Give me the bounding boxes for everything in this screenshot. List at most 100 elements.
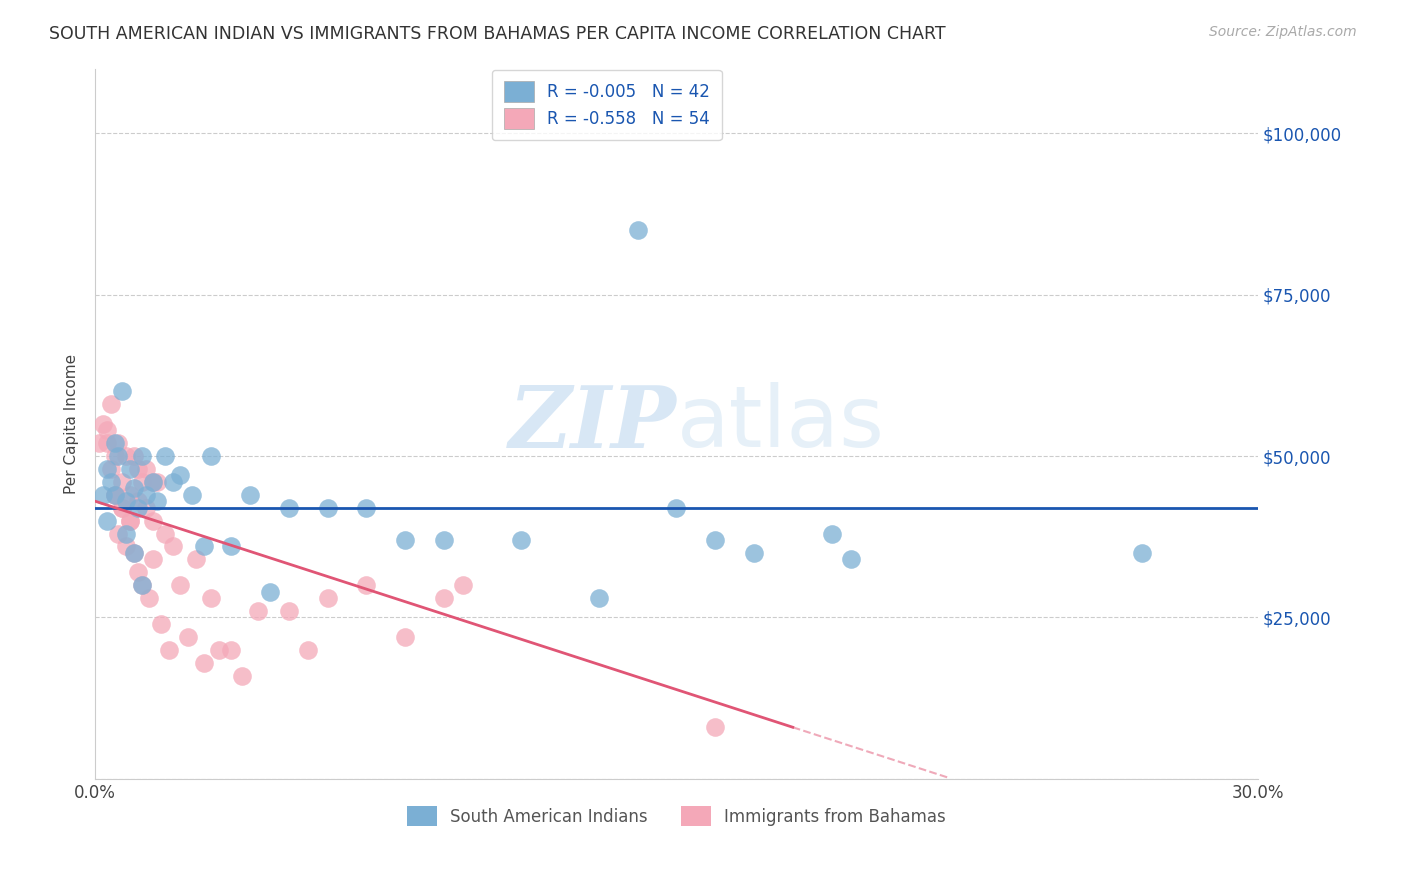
Point [208,642,231,657]
Point [453,578,475,592]
Point [111,475,134,489]
Point [820,526,842,541]
Point [356,500,378,515]
Point [91,417,114,431]
Point [142,514,165,528]
Point [510,533,533,547]
Point [127,494,149,508]
Point [127,500,149,515]
Point [394,533,416,547]
Point [91,488,114,502]
Point [316,500,339,515]
Point [184,552,207,566]
Point [115,526,138,541]
Point [127,566,149,580]
Text: ZIP: ZIP [509,382,676,466]
Point [107,526,129,541]
Point [278,604,301,618]
Point [122,546,145,560]
Point [704,720,727,734]
Point [135,462,157,476]
Point [433,591,456,606]
Point [131,578,153,592]
Point [316,591,339,606]
Point [150,616,173,631]
Point [115,540,138,554]
Point [162,475,184,489]
Point [153,449,176,463]
Point [169,578,191,592]
Point [219,642,242,657]
Point [742,546,765,560]
Point [107,436,129,450]
Point [259,584,281,599]
Point [120,514,142,528]
Point [231,668,253,682]
Point [135,500,157,515]
Point [1130,546,1153,560]
Point [131,449,153,463]
Point [103,488,125,502]
Point [704,533,727,547]
Point [433,533,456,547]
Point [142,475,165,489]
Point [100,475,122,489]
Point [111,384,134,399]
Point [394,630,416,644]
Point [297,642,319,657]
Point [193,540,215,554]
Point [200,591,222,606]
Point [100,462,122,476]
Point [146,494,169,508]
Point [122,481,145,495]
Point [131,475,153,489]
Point [138,591,160,606]
Point [96,423,118,437]
Point [122,449,145,463]
Point [96,514,118,528]
Point [142,475,165,489]
Point [665,500,688,515]
Point [103,449,125,463]
Point [200,449,222,463]
Text: SOUTH AMERICAN INDIAN VS IMMIGRANTS FROM BAHAMAS PER CAPITA INCOME CORRELATION C: SOUTH AMERICAN INDIAN VS IMMIGRANTS FROM… [49,25,946,43]
Point [100,397,122,411]
Point [107,449,129,463]
Text: atlas: atlas [676,382,884,466]
Point [146,475,169,489]
Point [169,468,191,483]
Point [839,552,862,566]
Point [127,462,149,476]
Point [153,526,176,541]
Legend: South American Indians, Immigrants from Bahamas: South American Indians, Immigrants from … [398,797,955,835]
Point [111,500,134,515]
Point [120,514,142,528]
Point [131,578,153,592]
Point [219,540,242,554]
Point [103,436,125,450]
Point [96,436,118,450]
Point [115,449,138,463]
Point [181,488,204,502]
Point [111,500,134,515]
Point [115,494,138,508]
Point [103,488,125,502]
Point [120,462,142,476]
Point [157,642,180,657]
Point [588,591,610,606]
Point [193,656,215,670]
Point [246,604,269,618]
Point [135,488,157,502]
Point [96,462,118,476]
Point [122,546,145,560]
Point [278,500,301,515]
Point [239,488,262,502]
Point [356,578,378,592]
Point [103,488,125,502]
Point [120,488,142,502]
Point [162,540,184,554]
Text: Source: ZipAtlas.com: Source: ZipAtlas.com [1209,25,1357,39]
Point [177,630,200,644]
Point [87,436,110,450]
Y-axis label: Per Capita Income: Per Capita Income [65,353,79,494]
